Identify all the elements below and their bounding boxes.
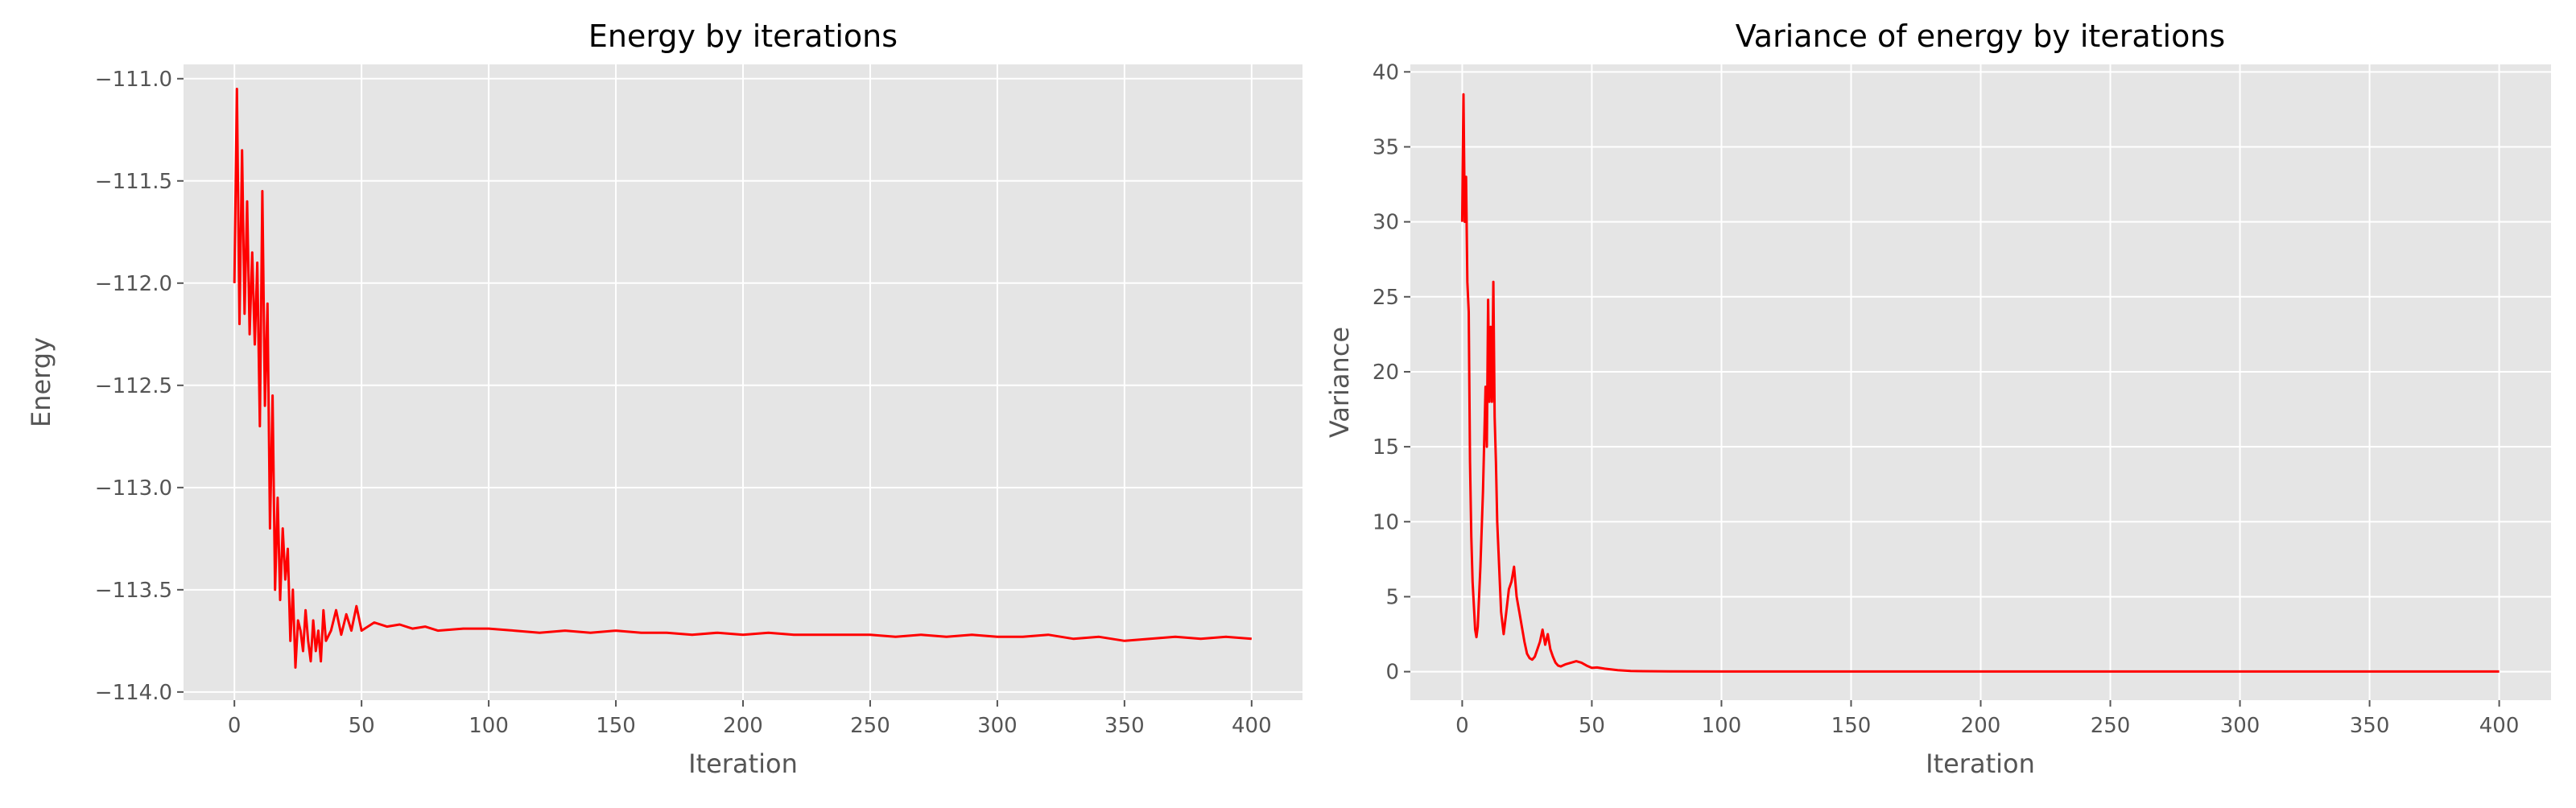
y-ticks: −114.0 −113.5 −113.0 −112.5 −112.0 −111.5 −111… bbox=[95, 68, 184, 705]
y-tick-label: 5 bbox=[1385, 585, 1399, 609]
x-tick-label: 200 bbox=[723, 714, 763, 738]
y-tick-label: −113.0 bbox=[95, 476, 172, 501]
x-tick-label: 400 bbox=[1232, 714, 1272, 738]
x-tick-label: 100 bbox=[469, 714, 509, 738]
x-tick-label: 150 bbox=[596, 714, 636, 738]
x-ticks: 0 50 100 150 200 250 300 350 400 bbox=[228, 700, 1272, 738]
x-tick-label: 200 bbox=[1961, 714, 2001, 738]
y-tick-label: −112.5 bbox=[95, 374, 172, 398]
series-line bbox=[1460, 93, 2500, 673]
x-tick-label: 50 bbox=[349, 714, 375, 738]
x-tick-label: 300 bbox=[977, 714, 1018, 738]
grid bbox=[1410, 64, 2551, 700]
y-tick-label: 25 bbox=[1373, 286, 1399, 310]
y-tick-label: 10 bbox=[1373, 510, 1399, 534]
y-tick-label: 40 bbox=[1373, 60, 1399, 85]
energy-chart: 0 50 100 150 200 250 300 350 400 −114.0−113.5−11… bbox=[26, 19, 1302, 779]
variance-chart: 0 50 100 150 200 250 300 350 400 0 5 10 15 20 25 30 35 4… bbox=[1324, 19, 2551, 779]
x-tick-label: 150 bbox=[1831, 714, 1872, 738]
x-tick-label: 350 bbox=[1104, 714, 1145, 738]
x-tick-label: 0 bbox=[228, 714, 242, 738]
y-tick-label: −114.0 bbox=[95, 681, 172, 705]
series bbox=[233, 88, 1252, 669]
y-tick-label: 35 bbox=[1373, 135, 1399, 159]
y-axis-label: Variance bbox=[1324, 327, 1355, 438]
x-tick-label: 100 bbox=[1702, 714, 1742, 738]
y-tick-label: 15 bbox=[1373, 435, 1399, 460]
y-axis-label: Energy bbox=[26, 337, 56, 427]
x-tick-label: 400 bbox=[2479, 714, 2520, 738]
y-ticks: 0 5 10 15 20 25 30 35 40 bbox=[1373, 60, 1410, 685]
y-tick-label: 30 bbox=[1373, 211, 1399, 235]
y-tick-label: 0 bbox=[1385, 661, 1399, 685]
y-tick-label: −113.5 bbox=[95, 579, 172, 603]
y-tick-label: −112.0 bbox=[95, 272, 172, 296]
x-tick-label: 350 bbox=[2350, 714, 2390, 738]
y-tick-label: 20 bbox=[1373, 361, 1399, 385]
series bbox=[1460, 93, 2500, 673]
x-tick-label: 50 bbox=[1579, 714, 1605, 738]
x-ticks: 0 50 100 150 200 250 300 350 400 bbox=[1455, 700, 2519, 738]
x-tick-label: 250 bbox=[2091, 714, 2131, 738]
x-tick-label: 0 bbox=[1455, 714, 1469, 738]
grid bbox=[184, 64, 1302, 700]
x-axis-label: Iteration bbox=[1926, 748, 2035, 779]
y-tick-label: −111.5 bbox=[95, 170, 172, 194]
x-tick-label: 250 bbox=[850, 714, 890, 738]
series-line bbox=[233, 88, 1252, 669]
x-axis-label: Iteration bbox=[688, 748, 798, 779]
x-tick-label: 300 bbox=[2220, 714, 2260, 738]
chart-title: Variance of energy by iterations bbox=[1736, 19, 2225, 54]
y-tick-label: −111.0 bbox=[95, 68, 172, 92]
chart-title: Energy by iterations bbox=[588, 19, 898, 54]
